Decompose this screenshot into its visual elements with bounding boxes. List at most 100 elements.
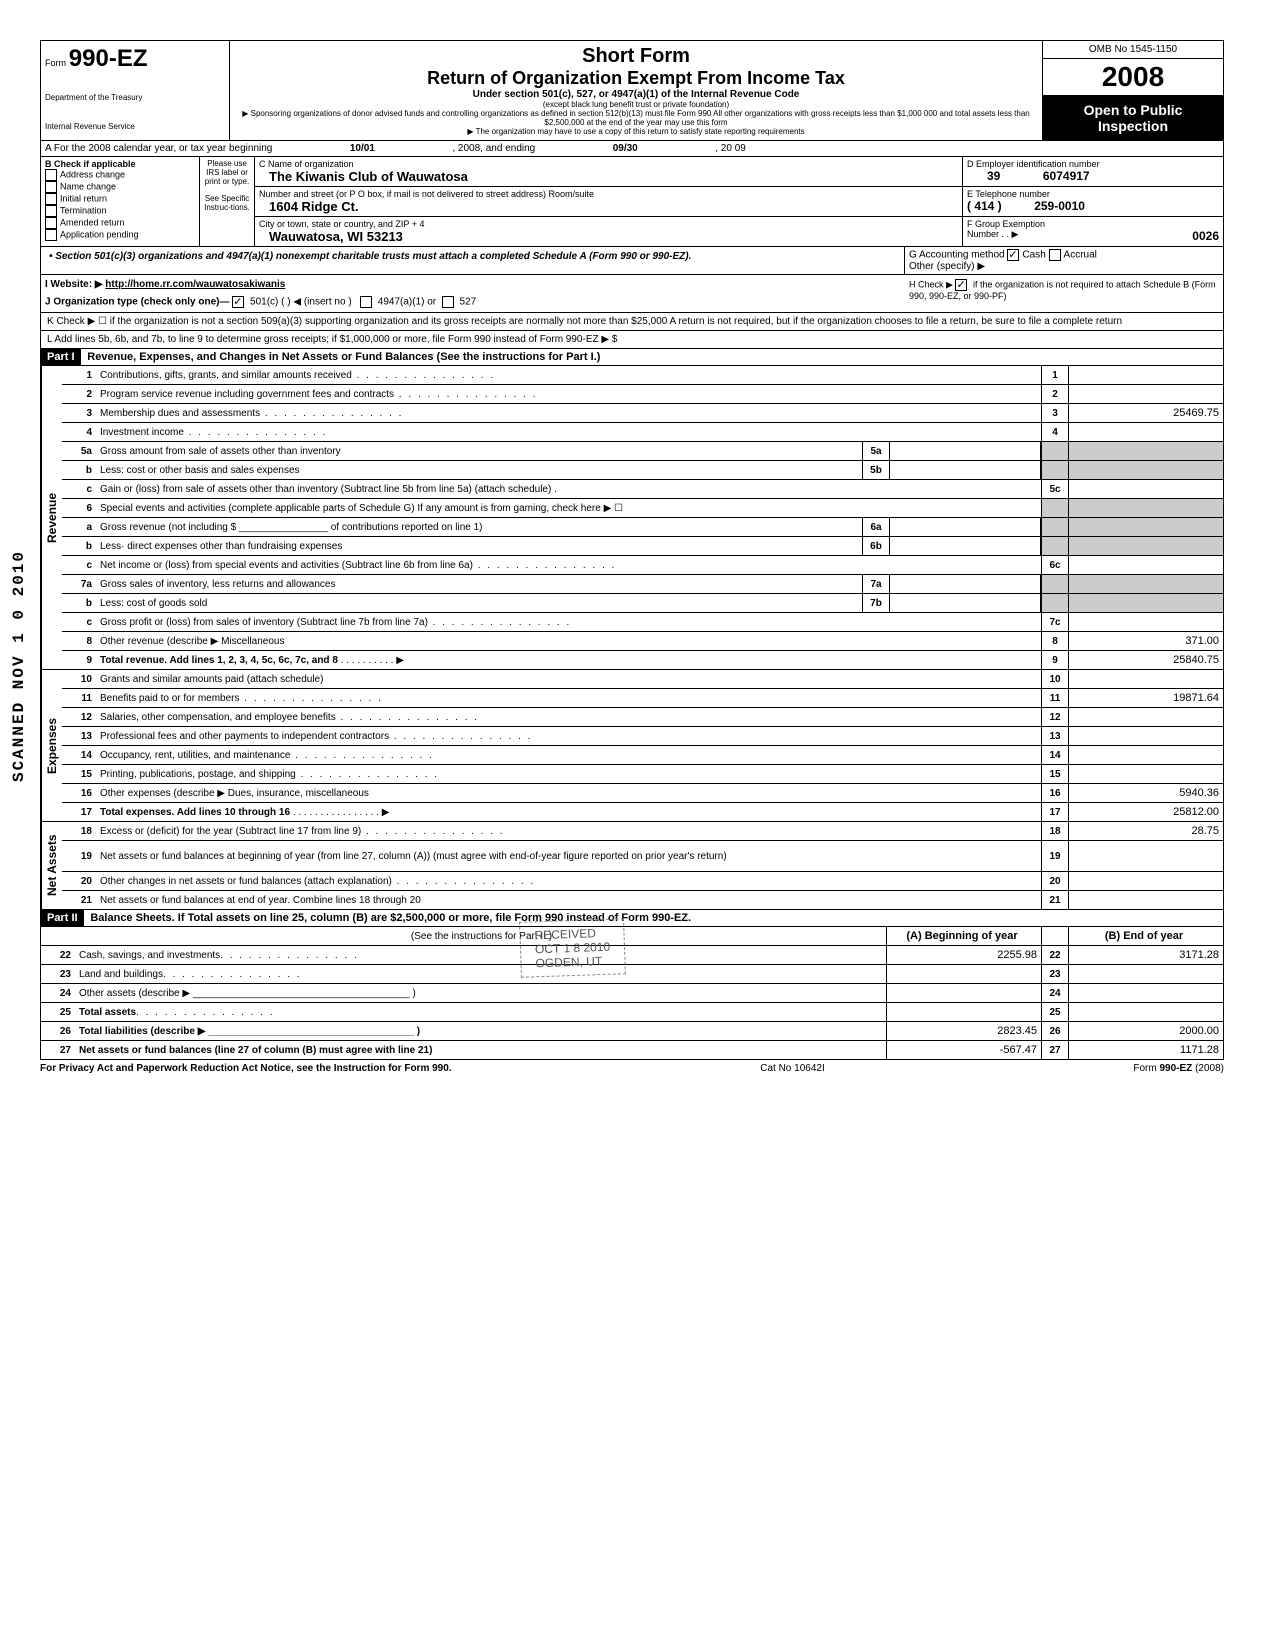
l9: Total revenue. Add lines 1, 2, 3, 4, 5c,… (98, 654, 1041, 667)
footer-left: For Privacy Act and Paperwork Reduction … (40, 1063, 452, 1074)
bs26b: 2000.00 (1068, 1022, 1223, 1040)
j-label: J Organization type (check only one)— (45, 297, 229, 308)
part2-header-row: Part II Balance Sheets. If Total assets … (40, 910, 1224, 927)
subtitle-1: Under section 501(c), 527, or 4947(a)(1)… (238, 89, 1034, 100)
chk-527[interactable] (442, 296, 454, 308)
e-label: E Telephone number (967, 189, 1219, 199)
chk-name[interactable] (45, 181, 57, 193)
f-label2: Number . . ▶ (967, 229, 1018, 239)
bs-colB-h: (B) End of year (1068, 927, 1223, 945)
expenses-block: Expenses 10Grants and similar amounts pa… (40, 670, 1224, 822)
col-c: C Name of organization The Kiwanis Club … (255, 157, 962, 246)
dept-irs: Internal Revenue Service (45, 122, 225, 131)
l6a: Gross revenue (not including $ _________… (98, 521, 862, 534)
l11: Benefits paid to or for members (98, 692, 1041, 705)
part2-badge: Part II (41, 910, 84, 926)
l10: Grants and similar amounts paid (attach … (98, 673, 1041, 686)
i-value: http://home.rr.com/wauwatosakiwanis (105, 279, 285, 290)
revenue-block: Revenue 1Contributions, gifts, grants, a… (40, 366, 1224, 670)
row-k: K Check ▶ ☐ if the organization is not a… (40, 313, 1224, 331)
c-street-label: Number and street (or P O box, if mail i… (259, 189, 958, 199)
expenses-side-label: Expenses (41, 670, 62, 821)
row-l: L Add lines 5b, 6b, and 7b, to line 9 to… (40, 331, 1224, 349)
subtitle-3: ▶ Sponsoring organizations of donor advi… (238, 109, 1034, 127)
l3v: 25469.75 (1068, 404, 1223, 422)
l7c: Gross profit or (loss) from sales of inv… (98, 616, 1041, 629)
part1-badge: Part I (41, 349, 81, 365)
chk-amended[interactable] (45, 217, 57, 229)
footer-right: Form 990-EZ (2008) (1133, 1063, 1224, 1074)
i-label: I Website: ▶ (45, 279, 103, 290)
bs26: Total liabilities (describe ▶ __________… (77, 1022, 886, 1040)
d-val1: 39 (967, 169, 1000, 183)
bs23: Land and buildings (77, 965, 886, 983)
part1-header-row: Part I Revenue, Expenses, and Changes in… (40, 349, 1224, 366)
lbl-name: Name change (60, 181, 116, 191)
bs22a: 2255.98 (886, 946, 1041, 964)
l1: Contributions, gifts, grants, and simila… (98, 369, 1041, 382)
l18: Excess or (deficit) for the year (Subtra… (98, 825, 1041, 838)
chk-501c[interactable] (232, 296, 244, 308)
lbl-pending: Application pending (60, 229, 139, 239)
footer: For Privacy Act and Paperwork Reduction … (40, 1060, 1224, 1077)
l7b: Less: cost of goods sold (98, 597, 862, 610)
l16v: 5940.36 (1068, 784, 1223, 802)
l6c: Net income or (loss) from special events… (98, 559, 1041, 572)
col-b: B Check if applicable Address change Nam… (41, 157, 200, 246)
bs27a: -567.47 (886, 1041, 1041, 1059)
chk-h[interactable] (955, 279, 967, 291)
subtitle-4: ▶ The organization may have to use a cop… (238, 127, 1034, 136)
e-num: 259-0010 (1004, 199, 1085, 213)
bs22b: 3171.28 (1068, 946, 1223, 964)
l5b: Less: cost or other basis and sales expe… (98, 464, 862, 477)
l16: Other expenses (describe ▶ Dues, insuran… (98, 787, 1041, 800)
l9v: 25840.75 (1068, 651, 1223, 669)
form-990ez: Form 990-EZ Department of the Treasury I… (40, 40, 1224, 1077)
l2: Program service revenue including govern… (98, 388, 1041, 401)
chk-address[interactable] (45, 169, 57, 181)
footer-mid: Cat No 10642I (760, 1063, 825, 1074)
year-prefix: 20 (1102, 61, 1133, 92)
please-1: Please use IRS label or print or type. (202, 159, 252, 186)
chk-cash[interactable] (1007, 249, 1019, 261)
l7a: Gross sales of inventory, less returns a… (98, 578, 862, 591)
bs26a: 2823.45 (886, 1022, 1041, 1040)
chk-initial[interactable] (45, 193, 57, 205)
subtitle-2: (except black lung benefit trust or priv… (238, 100, 1034, 109)
c-city-label: City or town, state or country, and ZIP … (259, 219, 958, 229)
lbl-address: Address change (60, 169, 125, 179)
j-527: 527 (459, 297, 476, 308)
bs27b: 1171.28 (1068, 1041, 1223, 1059)
scanned-stamp: SCANNED NOV 1 0 2010 (10, 550, 28, 782)
open-public-1: Open to Public (1045, 102, 1221, 118)
row-a: A For the 2008 calendar year, or tax yea… (40, 141, 1224, 157)
l20: Other changes in net assets or fund bala… (98, 875, 1041, 888)
short-form-title: Short Form (238, 45, 1034, 68)
lbl-initial: Initial return (60, 193, 107, 203)
e-area: ( 414 ) (967, 199, 1002, 213)
section-bcdef: B Check if applicable Address change Nam… (40, 157, 1224, 247)
open-public-2: Inspection (1045, 118, 1221, 134)
form-number: 990-EZ (69, 45, 148, 72)
row-a-mid: , 2008, and ending (452, 143, 535, 154)
chk-term[interactable] (45, 205, 57, 217)
l19: Net assets or fund balances at beginning… (98, 850, 1041, 863)
lbl-amended: Amended return (60, 217, 125, 227)
revenue-side-label: Revenue (41, 366, 62, 669)
chk-accrual[interactable] (1049, 249, 1061, 261)
return-title: Return of Organization Exempt From Incom… (238, 68, 1034, 89)
header-row: Form 990-EZ Department of the Treasury I… (40, 40, 1224, 141)
dept-treasury: Department of the Treasury (45, 93, 225, 102)
d-label: D Employer identification number (967, 159, 1219, 169)
bullet-text: • Section 501(c)(3) organizations and 49… (41, 247, 904, 274)
l18v: 28.75 (1068, 822, 1223, 840)
chk-4947[interactable] (360, 296, 372, 308)
bs24: Other assets (describe ▶ _______________… (77, 984, 886, 1002)
g-label: G Accounting method (909, 250, 1005, 261)
bs-instr: (See the instructions for Part II ) (77, 927, 886, 945)
chk-pending[interactable] (45, 229, 57, 241)
l6: Special events and activities (complete … (98, 502, 1041, 515)
bs-colA-h: (A) Beginning of year (886, 927, 1041, 945)
l8: Other revenue (describe ▶ Miscellaneous (98, 635, 1041, 648)
col-b-header: B Check if applicable (45, 159, 195, 169)
